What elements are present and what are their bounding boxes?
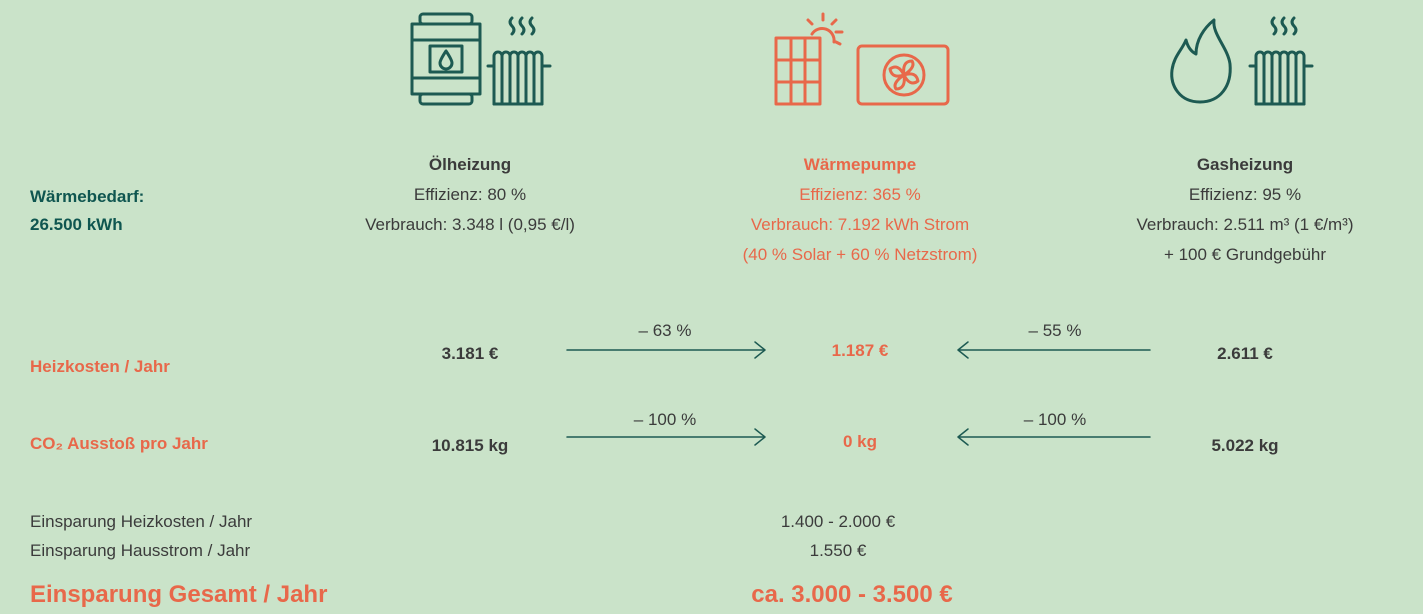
flame-icon xyxy=(1170,18,1232,104)
savings-value: 1.400 - 2.000 € xyxy=(780,512,896,531)
arrow xyxy=(957,341,1151,359)
demand-label: Wärmebedarf: xyxy=(30,187,145,206)
row-value: 10.815 kg xyxy=(431,436,509,455)
system-name: Wärmepumpe xyxy=(803,155,917,174)
system-line: (40 % Solar + 60 % Netzstrom) xyxy=(742,245,978,264)
row-label: Heizkosten / Jahr xyxy=(30,357,170,376)
demand-value: 26.500 kWh xyxy=(30,215,123,234)
row-value: 1.187 € xyxy=(831,341,889,360)
savings-label: Einsparung Hausstrom / Jahr xyxy=(30,541,251,560)
row-value: 2.611 € xyxy=(1217,344,1273,363)
change-label: – 63 % xyxy=(638,321,692,340)
solar-icon xyxy=(774,12,844,106)
system-name: Ölheizung xyxy=(428,155,512,174)
savings-value: 1.550 € xyxy=(809,541,867,560)
row-value: 0 kg xyxy=(842,432,878,451)
change-label: – 100 % xyxy=(1023,410,1087,429)
total-label: Einsparung Gesamt / Jahr xyxy=(30,581,328,608)
system-line: Effizienz: 365 % xyxy=(799,185,921,204)
arrow xyxy=(566,428,766,446)
heat-pump-icon xyxy=(856,44,950,106)
savings-label: Einsparung Heizkosten / Jahr xyxy=(30,512,253,531)
row-label: CO₂ Ausstoß pro Jahr xyxy=(30,434,208,453)
system-name: Gasheizung xyxy=(1196,155,1294,174)
arrow xyxy=(957,428,1151,446)
total-value: ca. 3.000 - 3.500 € xyxy=(751,581,953,608)
radiator-icon xyxy=(1248,16,1314,106)
radiator-icon xyxy=(486,16,552,106)
arrows xyxy=(566,341,1151,446)
change-label: – 55 % xyxy=(1028,321,1082,340)
change-label: – 100 % xyxy=(633,410,697,429)
system-line: Verbrauch: 3.348 l (0,95 €/l) xyxy=(365,215,575,234)
row-value: 3.181 € xyxy=(441,344,499,363)
arrow xyxy=(566,341,766,359)
system-line: Effizienz: 95 % xyxy=(1188,185,1302,204)
system-line: + 100 € Grundgebühr xyxy=(1163,245,1327,264)
system-line: Verbrauch: 2.511 m³ (1 €/m³) xyxy=(1136,215,1354,234)
row-value: 5.022 kg xyxy=(1211,436,1279,455)
oil-icon xyxy=(410,12,482,106)
system-line: Verbrauch: 7.192 kWh Strom xyxy=(750,215,970,234)
system-line: Effizienz: 80 % xyxy=(413,185,527,204)
